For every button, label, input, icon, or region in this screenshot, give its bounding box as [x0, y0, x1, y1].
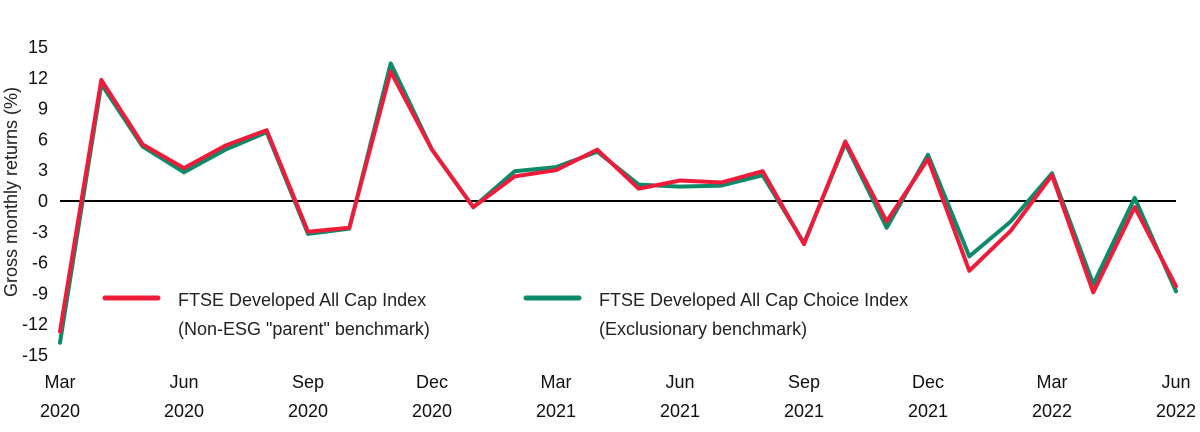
y-tick-label: -15 [22, 345, 48, 365]
y-axis-label: Gross monthly returns (%) [1, 87, 21, 297]
x-tick-year: 2020 [40, 401, 80, 421]
x-tick-month: Jun [1161, 372, 1190, 392]
x-tick-year: 2020 [164, 401, 204, 421]
y-tick-label: 6 [38, 129, 48, 149]
x-tick-month: Dec [416, 372, 448, 392]
legend-sublabel-parent: (Non-ESG "parent" benchmark) [178, 319, 430, 339]
x-tick-year: 2022 [1032, 401, 1072, 421]
x-tick-year: 2021 [784, 401, 824, 421]
y-tick-label: 3 [38, 160, 48, 180]
y-tick-label: 0 [38, 191, 48, 211]
y-tick-label: 9 [38, 99, 48, 119]
x-tick-year: 2022 [1156, 401, 1196, 421]
legend: FTSE Developed All Cap Index (Non-ESG "p… [102, 290, 908, 339]
legend-label-choice: FTSE Developed All Cap Choice Index [599, 290, 908, 310]
x-tick-year: 2021 [660, 401, 700, 421]
x-tick-month: Mar [45, 372, 76, 392]
series-line-parent [58, 69, 1178, 334]
legend-sublabel-choice: (Exclusionary benchmark) [599, 319, 807, 339]
x-tick-month: Dec [912, 372, 944, 392]
x-tick-month: Sep [292, 372, 324, 392]
legend-label-parent: FTSE Developed All Cap Index [178, 290, 426, 310]
legend-item-parent: FTSE Developed All Cap Index (Non-ESG "p… [102, 290, 430, 339]
x-tick-month: Mar [541, 372, 572, 392]
x-tick-month: Jun [169, 372, 198, 392]
y-tick-label: 15 [28, 37, 48, 57]
x-tick-month: Jun [665, 372, 694, 392]
legend-item-choice: FTSE Developed All Cap Choice Index (Exc… [523, 290, 908, 339]
y-tick-label: 12 [28, 68, 48, 88]
x-tick-year: 2020 [412, 401, 452, 421]
y-tick-label: -9 [32, 283, 48, 303]
series-layer [58, 61, 1178, 345]
x-tick-month: Sep [788, 372, 820, 392]
x-tick-year: 2021 [536, 401, 576, 421]
x-axis-ticks: Mar 2020 Jun 2020 Sep 2020 Dec 2020 Mar 2021 Jun 20… [40, 372, 1196, 421]
y-tick-label: -12 [22, 314, 48, 334]
x-tick-year: 2020 [288, 401, 328, 421]
x-tick-year: 2021 [908, 401, 948, 421]
y-tick-label: -6 [32, 253, 48, 273]
x-tick-month: Mar [1037, 372, 1068, 392]
y-axis-ticks: 15 12 9 6 3 0 -3 -6 -9 -12 -15 [22, 37, 48, 365]
y-tick-label: -3 [32, 222, 48, 242]
